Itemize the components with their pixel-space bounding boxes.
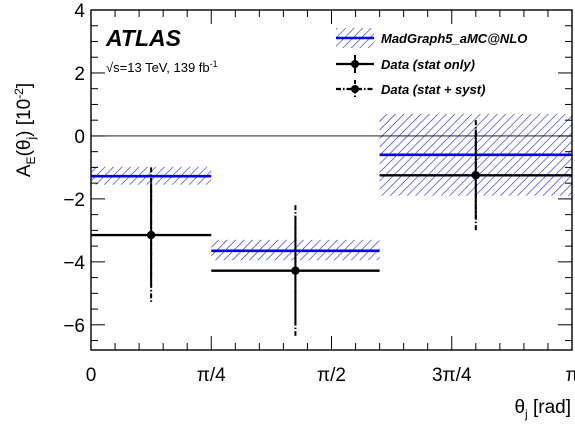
x-tick-label: π <box>565 365 575 386</box>
x-axis-ticks: 0 π/4 π/2 3π/4 π <box>86 10 575 386</box>
x-tick-label: π/4 <box>197 365 226 386</box>
lumi-exponent: -1 <box>210 59 218 69</box>
x-tick-label: 3π/4 <box>432 365 472 386</box>
ylabel-close: ) [10 <box>14 99 35 137</box>
y-tick-label: 4 <box>74 1 85 22</box>
legend-syst-label: Data (stat + syst) <box>381 82 485 97</box>
y-axis-label: AE(θj) [10-2] <box>12 83 38 177</box>
data-points <box>91 120 572 336</box>
ylabel-sup: -2 <box>12 88 26 99</box>
legend: MadGraph5_aMC@NLO Data (stat only) Data … <box>336 28 527 98</box>
ylabel-sub-j: j <box>24 137 38 141</box>
y-axis-ticks: −6 −4 −2 0 2 4 <box>63 1 572 342</box>
ylabel-main: A <box>14 164 35 177</box>
x-tick-label: 0 <box>86 365 97 386</box>
data-point-0 <box>146 230 156 240</box>
energy-text: √s=13 TeV, 139 fb <box>106 60 210 75</box>
xlabel-sub: j <box>524 407 528 421</box>
xlabel-main: θ <box>514 397 525 418</box>
data-point-2 <box>471 171 480 180</box>
xlabel-unit: [rad] <box>528 397 571 418</box>
y-tick-label: 2 <box>74 64 85 85</box>
ylabel-sub-e: E <box>24 156 38 164</box>
legend-syst-marker <box>351 85 359 93</box>
legend-stat-label: Data (stat only) <box>381 57 475 72</box>
x-axis-label: θj [rad] <box>514 397 571 421</box>
legend-stat-marker <box>351 60 359 68</box>
y-tick-label: −4 <box>63 253 85 274</box>
ylabel-end: ] <box>14 83 35 88</box>
data-point-1 <box>291 266 300 275</box>
y-tick-label: −6 <box>63 316 85 337</box>
ylabel-mid: (θ <box>14 140 35 157</box>
x-tick-label: π/2 <box>317 365 346 386</box>
y-tick-label: −2 <box>63 190 85 211</box>
y-tick-label: 0 <box>74 127 85 148</box>
experiment-label: ATLAS <box>105 25 182 51</box>
legend-mc-label: MadGraph5_aMC@NLO <box>381 31 527 46</box>
energy-lumi-label: √s=13 TeV, 139 fb-1 <box>106 59 218 75</box>
